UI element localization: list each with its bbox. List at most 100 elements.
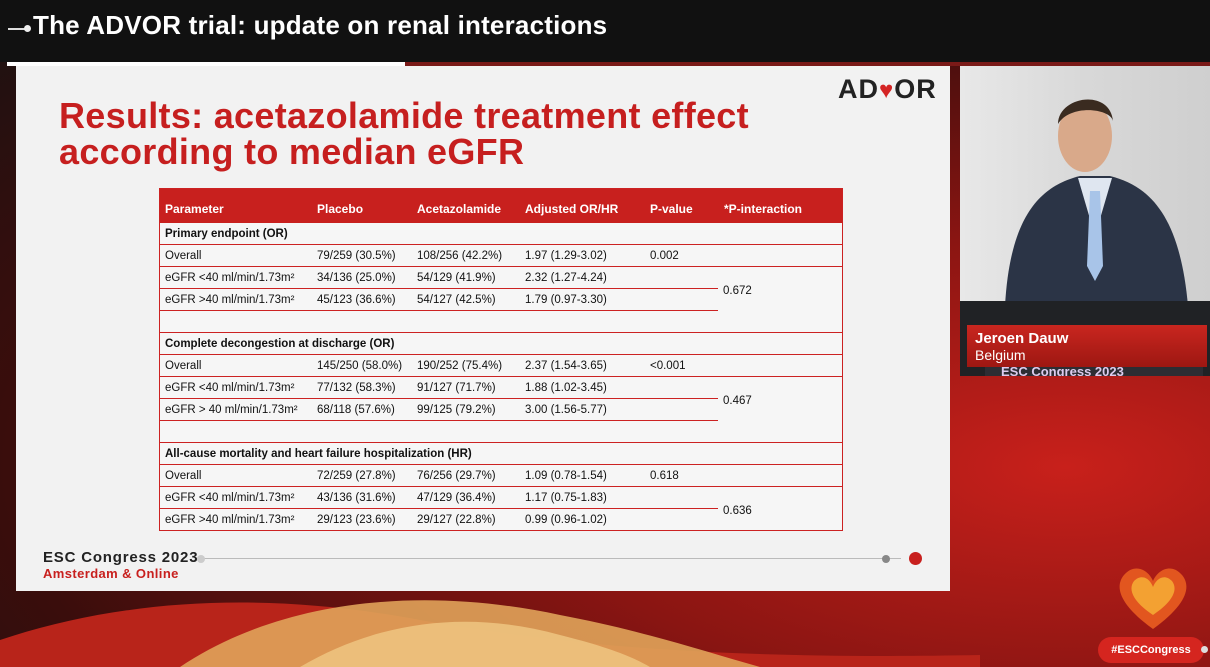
- cell-adjusted: 3.00 (1.56-5.77): [525, 404, 607, 416]
- section-heading-text: Complete decongestion at discharge (OR): [165, 338, 395, 350]
- section-heading: All-cause mortality and heart failure ho…: [160, 443, 842, 464]
- cell-adjusted: 2.37 (1.54-3.65): [525, 360, 607, 372]
- progress-dot-active: [909, 552, 922, 565]
- podium-band-text: ESC Congress 2023: [1001, 367, 1124, 376]
- section-heading: Complete decongestion at discharge (OR): [160, 333, 842, 354]
- table-row: eGFR <40 ml/min/1.73m² 34/136 (25.0%) 54…: [160, 267, 842, 288]
- cell-acetazolamide: 99/125 (79.2%): [417, 404, 496, 416]
- divider: [160, 244, 842, 245]
- cell-interaction: 0.636: [723, 505, 752, 517]
- slide-progress-line: [201, 558, 901, 559]
- speaker-name: Jeroen Dauw: [975, 330, 1069, 347]
- esc-heart-logo: [1119, 568, 1187, 629]
- results-table: Parameter Placebo Acetazolamide Adjusted…: [159, 188, 843, 531]
- table-row: eGFR >40 ml/min/1.73m² 45/123 (36.6%) 54…: [160, 289, 842, 310]
- cell-adjusted: 0.99 (0.96-1.02): [525, 514, 607, 526]
- divider: [160, 486, 842, 487]
- col-header-acetazolamide: Acetazolamide: [417, 202, 502, 216]
- cell-placebo: 45/123 (36.6%): [317, 294, 396, 306]
- cell-parameter: eGFR <40 ml/min/1.73m²: [165, 492, 295, 504]
- cell-placebo: 145/250 (58.0%): [317, 360, 403, 372]
- table-row: Overall 145/250 (58.0%) 190/252 (75.4%) …: [160, 355, 842, 376]
- subgroup-block: eGFR <40 ml/min/1.73m² 43/136 (31.6%) 47…: [160, 487, 842, 530]
- table-row: Overall 79/259 (30.5%) 108/256 (42.2%) 1…: [160, 245, 842, 266]
- section-heading-text: All-cause mortality and heart failure ho…: [165, 448, 472, 460]
- cell-adjusted: 1.88 (1.02-3.45): [525, 382, 607, 394]
- cell-acetazolamide: 108/256 (42.2%): [417, 250, 503, 262]
- speaker-nameplate: Jeroen Dauw Belgium: [967, 325, 1207, 367]
- video-podium-band: ESC Congress 2023: [985, 367, 1203, 376]
- indicator-dot: [1201, 646, 1208, 653]
- cell-acetazolamide: 47/129 (36.4%): [417, 492, 496, 504]
- divider: [160, 420, 718, 421]
- cell-placebo: 43/136 (31.6%): [317, 492, 396, 504]
- section-heading-text: Primary endpoint (OR): [165, 228, 288, 240]
- cell-parameter: Overall: [165, 250, 202, 262]
- cell-placebo: 77/132 (58.3%): [317, 382, 396, 394]
- cell-acetazolamide: 29/127 (22.8%): [417, 514, 496, 526]
- col-header-placebo: Placebo: [317, 202, 364, 216]
- section-heading: Primary endpoint (OR): [160, 223, 842, 244]
- col-header-parameter: Parameter: [165, 202, 224, 216]
- speaker-figure: [1005, 99, 1188, 306]
- cell-placebo: 72/259 (27.8%): [317, 470, 396, 482]
- cell-placebo: 34/136 (25.0%): [317, 272, 396, 284]
- table-row: Overall 72/259 (27.8%) 76/256 (29.7%) 1.…: [160, 465, 842, 486]
- broadcast-title: The ADVOR trial: update on renal interac…: [33, 10, 608, 40]
- hashtag-badge: #ESCCongress: [1098, 637, 1204, 663]
- cell-acetazolamide: 54/129 (41.9%): [417, 272, 496, 284]
- progress-bar-track: [405, 62, 1210, 66]
- cell-interaction: 0.672: [723, 285, 752, 297]
- progress-bar-filled: [7, 62, 405, 66]
- subgroup-block: eGFR <40 ml/min/1.73m² 77/132 (58.3%) 91…: [160, 377, 842, 421]
- table-row: eGFR > 40 ml/min/1.73m² 68/118 (57.6%) 9…: [160, 399, 842, 420]
- cell-adjusted: 1.79 (0.97-3.30): [525, 294, 607, 306]
- cell-parameter: eGFR >40 ml/min/1.73m²: [165, 514, 295, 526]
- divider: [160, 332, 842, 333]
- divider: [160, 442, 842, 443]
- divider: [160, 354, 842, 355]
- divider: [160, 376, 842, 377]
- cell-interaction: 0.467: [723, 395, 752, 407]
- presentation-slide: Results: acetazolamide treatment effect …: [16, 66, 950, 591]
- divider: [160, 398, 718, 399]
- cell-adjusted: 1.17 (0.75-1.83): [525, 492, 607, 504]
- cell-parameter: Overall: [165, 360, 202, 372]
- broadcast-title-bar: The ADVOR trial: update on renal interac…: [0, 0, 1210, 62]
- cell-placebo: 68/118 (57.6%): [317, 404, 395, 416]
- cell-placebo: 79/259 (30.5%): [317, 250, 396, 262]
- spacer: [160, 421, 842, 442]
- cell-parameter: eGFR <40 ml/min/1.73m²: [165, 382, 295, 394]
- cell-pvalue: 0.618: [650, 470, 679, 482]
- esc-logo-line1: ESC Congress 2023: [43, 549, 199, 566]
- divider: [160, 464, 842, 465]
- decorative-swoosh: [0, 600, 980, 667]
- divider: [160, 266, 842, 267]
- table-row: eGFR <40 ml/min/1.73m² 77/132 (58.3%) 91…: [160, 377, 842, 398]
- divider: [160, 310, 718, 311]
- table-row: eGFR >40 ml/min/1.73m² 29/123 (23.6%) 29…: [160, 509, 842, 530]
- cell-parameter: eGFR <40 ml/min/1.73m²: [165, 272, 295, 284]
- esc-logo-line2: Amsterdam & Online: [43, 566, 179, 581]
- col-header-adjusted: Adjusted OR/HR: [525, 202, 619, 216]
- cell-pvalue: 0.002: [650, 250, 679, 262]
- cell-pvalue: <0.001: [650, 360, 686, 372]
- col-header-pvalue: P-value: [650, 202, 693, 216]
- cell-adjusted: 1.97 (1.29-3.02): [525, 250, 607, 262]
- table-row: eGFR <40 ml/min/1.73m² 43/136 (31.6%) 47…: [160, 487, 842, 508]
- cell-parameter: eGFR > 40 ml/min/1.73m²: [165, 404, 298, 416]
- heart-icon: ♥: [879, 77, 895, 104]
- speaker-video: [960, 66, 1210, 376]
- advor-logo: AD♥OR: [838, 74, 937, 104]
- cell-acetazolamide: 91/127 (71.7%): [417, 382, 496, 394]
- cell-placebo: 29/123 (23.6%): [317, 514, 396, 526]
- spacer: [160, 311, 842, 332]
- cell-adjusted: 1.09 (0.78-1.54): [525, 470, 607, 482]
- slide-title: Results: acetazolamide treatment effect …: [59, 95, 749, 172]
- progress-dot: [197, 555, 205, 563]
- progress-dot: [882, 555, 890, 563]
- cell-acetazolamide: 190/252 (75.4%): [417, 360, 503, 372]
- subgroup-block: eGFR <40 ml/min/1.73m² 34/136 (25.0%) 54…: [160, 267, 842, 311]
- cell-adjusted: 2.32 (1.27-4.24): [525, 272, 607, 284]
- cell-acetazolamide: 76/256 (29.7%): [417, 470, 496, 482]
